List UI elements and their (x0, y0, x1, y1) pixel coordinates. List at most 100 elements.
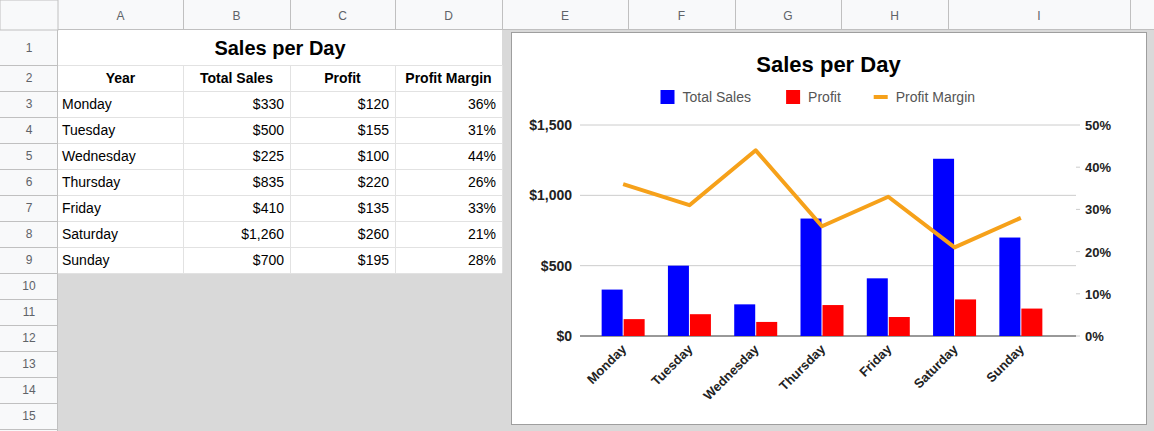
y2-tick (1076, 125, 1080, 126)
row-number: 2 (26, 71, 33, 85)
row-divider (0, 117, 58, 118)
plot-area (602, 150, 1043, 336)
table-cell: Tuesday (62, 122, 115, 138)
column-divider (1130, 0, 1131, 30)
row-divider (0, 65, 58, 66)
y2-tick-label: 0% (1085, 329, 1104, 344)
legend-label: Total Sales (683, 89, 751, 105)
row-number: 14 (22, 383, 36, 397)
sheet-background (58, 30, 1154, 431)
bar (889, 317, 910, 336)
column-divider (502, 0, 503, 30)
row-divider (0, 325, 58, 326)
cell-border (58, 91, 502, 92)
column-letter: B (232, 9, 240, 23)
bar (801, 219, 822, 336)
chart-frame (512, 33, 1147, 425)
row-number: 4 (26, 123, 33, 137)
cell-border (58, 65, 502, 66)
row-divider (0, 273, 58, 274)
row-number: 15 (22, 409, 36, 423)
table-header: Profit Margin (405, 70, 491, 86)
data-area (58, 30, 502, 273)
legend-swatch (786, 90, 800, 104)
y2-tick-label: 20% (1085, 245, 1111, 260)
y-tick-label: $1,000 (529, 187, 572, 203)
cell-border (58, 169, 502, 170)
cell-border (58, 195, 502, 196)
bar (933, 159, 954, 336)
row-number: 12 (22, 331, 36, 345)
row-divider (0, 351, 58, 352)
table-cell: $700 (253, 252, 284, 268)
y2-tick (1076, 251, 1080, 252)
table-title: Sales per Day (214, 37, 346, 59)
table-cell: 44% (468, 148, 496, 164)
row-number: 1 (26, 41, 33, 55)
table-cell: $1,260 (241, 226, 284, 242)
corner-cell (0, 0, 58, 30)
x-tick-label: Friday (856, 341, 895, 380)
bar (602, 290, 623, 336)
table-cell: Monday (62, 96, 112, 112)
row-number: 13 (22, 357, 36, 371)
table-cell: $835 (253, 174, 284, 190)
bar (690, 314, 711, 336)
y2-tick-label: 40% (1085, 160, 1111, 175)
table-cell: 36% (468, 96, 496, 112)
table-cell: $195 (358, 252, 389, 268)
header-border (57, 0, 58, 431)
table-header: Year (106, 70, 136, 86)
grid-line (580, 125, 1076, 126)
table-cell: Friday (62, 200, 101, 216)
table-header: Total Sales (200, 70, 273, 86)
bar (624, 319, 645, 336)
cell-border (58, 143, 502, 144)
column-letter: E (561, 9, 569, 23)
row-number: 11 (23, 305, 36, 319)
row-divider (0, 403, 58, 404)
cell-border (290, 65, 291, 273)
table-cell: Saturday (62, 226, 118, 242)
table-cell: Thursday (62, 174, 120, 190)
y-tick-label: $1,500 (529, 117, 572, 133)
y2-tick (1076, 167, 1080, 168)
column-header-band (0, 0, 1154, 30)
x-tick-label: Monday (584, 341, 630, 387)
row-divider (0, 299, 58, 300)
row-divider (0, 221, 58, 222)
y-tick-label: $0 (556, 328, 572, 344)
table-cell: $155 (358, 122, 389, 138)
y2-tick-label: 50% (1085, 118, 1111, 133)
column-divider (183, 0, 184, 30)
line (623, 150, 1021, 247)
table-header: Profit (324, 70, 361, 86)
bar (1021, 309, 1042, 336)
table-cell: 26% (468, 174, 496, 190)
bar (955, 299, 976, 336)
table-cell: $260 (358, 226, 389, 242)
y2-tick-label: 10% (1085, 287, 1111, 302)
row-number: 5 (26, 149, 33, 163)
chart-title: Sales per Day (756, 52, 901, 77)
table-cell: Sunday (62, 252, 109, 268)
row-number: 9 (26, 253, 33, 267)
table-cell: $100 (358, 148, 389, 164)
row-divider (0, 169, 58, 170)
table-cell: $330 (253, 96, 284, 112)
row-number: 6 (26, 175, 33, 189)
row-divider (0, 429, 58, 430)
x-tick-label: Thursday (776, 341, 829, 394)
row-divider (0, 91, 58, 92)
bar (668, 266, 689, 336)
column-divider (841, 0, 842, 30)
row-divider (0, 247, 58, 248)
legend-swatch (874, 95, 888, 99)
screenshot: ABCDEFGHI123456789101112131415Sales per … (0, 0, 1154, 431)
y2-tick (1076, 293, 1080, 294)
column-letter: D (444, 9, 453, 23)
y2-tick (1076, 336, 1080, 337)
column-letter: I (1037, 9, 1040, 23)
table-cell: $135 (358, 200, 389, 216)
table-cell: $410 (253, 200, 284, 216)
